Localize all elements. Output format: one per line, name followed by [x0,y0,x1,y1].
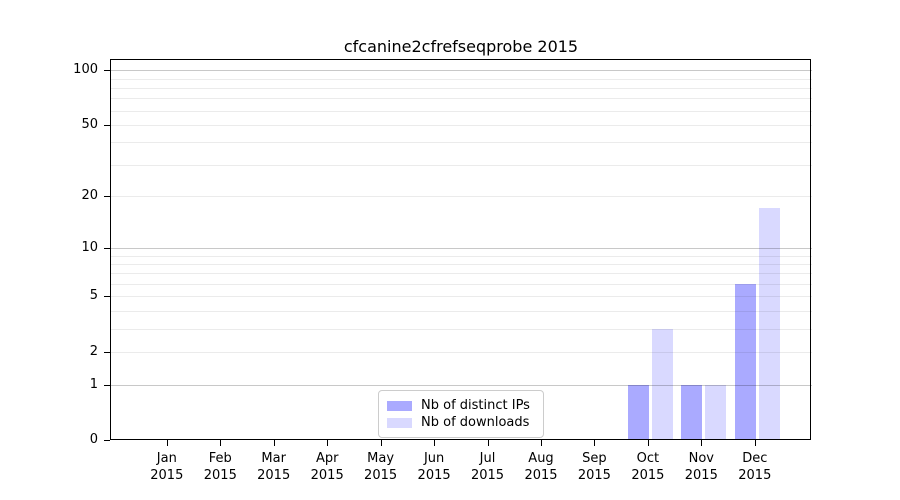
x-tick [754,440,756,446]
x-tick-label: Jan 2015 [150,451,184,483]
minor-gridline [110,87,812,89]
x-tick [434,440,436,446]
y-tick [104,70,110,72]
y-tick [104,296,110,298]
minor-gridline [110,296,812,298]
chart-title: cfcanine2cfrefseqprobe 2015 [343,37,579,56]
legend-item-distinct-ips: Nb of distinct IPs [387,397,535,414]
x-tick-label: Feb 2015 [203,451,237,483]
minor-gridline [110,78,812,80]
x-tick-label: Jun 2015 [417,451,451,483]
y-tick [104,247,110,249]
minor-gridline [110,110,812,112]
y-tick [104,384,110,386]
y-tick-label: 1 [89,376,98,392]
x-tick [594,440,596,446]
minor-gridline [110,196,812,198]
y-tick [104,125,110,126]
x-tick-label: Dec 2015 [738,451,772,483]
bar-downloads [758,208,780,440]
y-tick [104,352,110,353]
plot-frame [110,59,811,440]
x-tick-label: Sep 2015 [577,451,611,483]
x-tick-label: Oct 2015 [631,451,665,483]
minor-gridline [110,352,812,353]
x-tick-label: May 2015 [364,451,398,483]
bar-distinct-ips [627,384,649,440]
minor-gridline [110,164,812,166]
legend-swatch-distinct-ips [387,400,412,411]
x-tick [327,440,329,446]
minor-gridline [110,328,812,330]
x-tick [541,440,542,446]
minor-gridline [110,255,812,257]
x-tick-label: Aug 2015 [524,451,558,483]
minor-gridline [110,284,812,286]
y-tick-label: 20 [81,188,98,204]
minor-gridline [110,273,812,275]
x-tick [487,440,489,446]
major-gridline [110,70,812,72]
legend-label-distinct-ips: Nb of distinct IPs [421,398,530,413]
bar-distinct-ips [681,384,703,440]
major-gridline [110,247,812,249]
legend-swatch-downloads [387,417,412,428]
x-tick-label: Mar 2015 [257,451,291,483]
x-tick [380,440,382,446]
x-tick-label: Nov 2015 [684,451,718,483]
bar-distinct-ips [734,284,756,440]
x-tick [273,440,275,446]
y-tick [104,196,110,198]
x-tick [701,440,703,446]
minor-gridline [110,263,812,265]
minor-gridline [110,125,812,126]
minor-gridline [110,98,812,100]
minor-gridline [110,142,812,144]
x-tick [166,440,168,446]
bar-downloads [705,384,727,440]
y-tick-label: 2 [89,344,98,359]
x-tick [220,440,222,446]
legend-label-downloads: Nb of downloads [421,415,530,430]
bar-downloads [651,328,673,440]
minor-gridline [110,311,812,312]
y-tick-label: 0 [89,432,98,447]
y-tick-label: 10 [81,239,98,255]
y-tick-label: 50 [81,117,98,132]
y-tick [104,440,110,441]
major-gridline [110,384,812,386]
legend: Nb of distinct IPs Nb of downloads [378,390,544,438]
x-tick [647,440,649,446]
legend-item-downloads: Nb of downloads [387,414,535,431]
x-tick-label: Jul 2015 [470,451,505,483]
y-tick-label: 5 [89,288,98,304]
x-tick-label: Apr 2015 [310,451,344,483]
y-tick-label: 100 [73,62,98,78]
